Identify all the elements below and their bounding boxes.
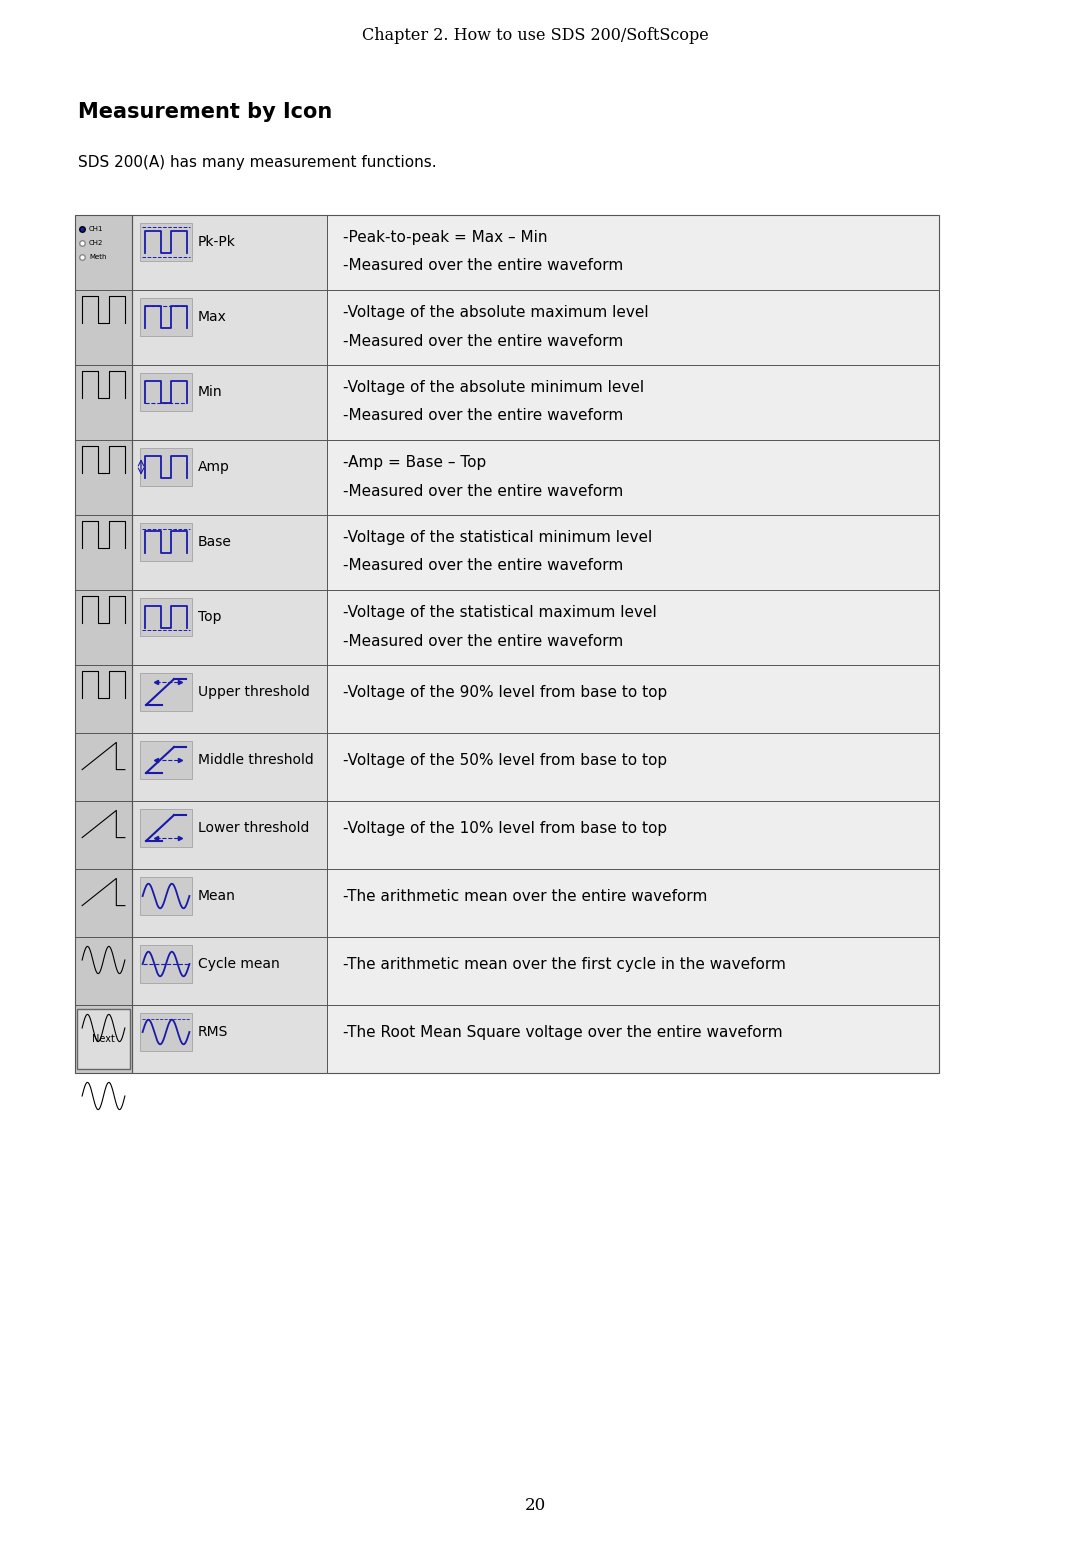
Text: Cycle mean: Cycle mean	[198, 957, 280, 971]
Text: Min: Min	[198, 385, 223, 399]
Text: Pk-Pk: Pk-Pk	[198, 235, 236, 249]
Bar	[132, 365, 327, 440]
Bar	[132, 1005, 327, 1072]
Bar	[140, 298, 192, 336]
Text: Upper threshold: Upper threshold	[198, 685, 310, 699]
Bar	[140, 876, 192, 915]
Bar	[132, 440, 327, 514]
Text: Next: Next	[92, 1033, 115, 1044]
Text: Top: Top	[198, 611, 222, 625]
Bar	[132, 733, 327, 800]
Text: RMS: RMS	[198, 1026, 228, 1040]
Bar	[327, 291, 939, 365]
Text: -Voltage of the statistical maximum level: -Voltage of the statistical maximum leve…	[343, 605, 657, 620]
Text: -Measured over the entire waveform: -Measured over the entire waveform	[343, 409, 623, 424]
Text: -Voltage of the absolute minimum level: -Voltage of the absolute minimum level	[343, 381, 644, 395]
Bar	[132, 514, 327, 591]
Text: Amp: Amp	[198, 460, 230, 474]
Text: CH2: CH2	[89, 239, 104, 246]
Text: -Measured over the entire waveform: -Measured over the entire waveform	[343, 483, 623, 499]
Text: SDS 200(A) has many measurement functions.: SDS 200(A) has many measurement function…	[78, 155, 437, 171]
Bar	[132, 591, 327, 665]
Text: -Measured over the entire waveform: -Measured over the entire waveform	[343, 334, 623, 348]
Bar	[327, 800, 939, 869]
Bar	[132, 214, 327, 291]
Text: Base: Base	[198, 535, 232, 549]
Bar	[327, 514, 939, 591]
Text: -Voltage of the 10% level from base to top: -Voltage of the 10% level from base to t…	[343, 821, 667, 836]
Text: CH1: CH1	[89, 225, 104, 232]
Bar	[140, 673, 192, 712]
Text: Middle threshold: Middle threshold	[198, 754, 314, 768]
Bar	[75, 214, 132, 1072]
Text: -Voltage of the 90% level from base to top: -Voltage of the 90% level from base to t…	[343, 685, 667, 699]
Text: Measurement by Icon: Measurement by Icon	[78, 103, 332, 123]
Bar	[132, 937, 327, 1005]
Bar	[140, 741, 192, 779]
Bar	[140, 598, 192, 636]
Text: -Peak-to-peak = Max – Min: -Peak-to-peak = Max – Min	[343, 230, 547, 246]
Text: -Measured over the entire waveform: -Measured over the entire waveform	[343, 258, 623, 274]
Bar	[140, 373, 192, 410]
Text: -Voltage of the 50% level from base to top: -Voltage of the 50% level from base to t…	[343, 752, 667, 768]
Text: Meth: Meth	[89, 253, 106, 260]
Bar	[132, 214, 939, 1072]
Bar	[140, 524, 192, 561]
Text: -Amp = Base – Top: -Amp = Base – Top	[343, 455, 486, 469]
Bar	[327, 365, 939, 440]
Bar	[327, 869, 939, 937]
Bar	[132, 800, 327, 869]
Bar	[75, 214, 132, 1072]
Text: 20: 20	[525, 1497, 545, 1514]
Bar	[132, 665, 327, 733]
Bar	[327, 440, 939, 514]
Bar	[132, 869, 327, 937]
Text: -Voltage of the absolute maximum level: -Voltage of the absolute maximum level	[343, 305, 649, 320]
Bar	[140, 1013, 192, 1051]
Text: -Measured over the entire waveform: -Measured over the entire waveform	[343, 558, 623, 573]
Bar	[132, 291, 327, 365]
Bar	[327, 1005, 939, 1072]
Text: -The Root Mean Square voltage over the entire waveform: -The Root Mean Square voltage over the e…	[343, 1024, 783, 1040]
Bar	[140, 945, 192, 984]
Text: -The arithmetic mean over the first cycle in the waveform: -The arithmetic mean over the first cycl…	[343, 957, 786, 971]
Bar	[140, 224, 192, 261]
Text: -The arithmetic mean over the entire waveform: -The arithmetic mean over the entire wav…	[343, 889, 707, 904]
Text: Mean: Mean	[198, 889, 236, 903]
Text: Lower threshold: Lower threshold	[198, 821, 310, 834]
Bar	[327, 937, 939, 1005]
Text: -Voltage of the statistical minimum level: -Voltage of the statistical minimum leve…	[343, 530, 652, 545]
Bar	[77, 1009, 130, 1069]
Bar	[327, 214, 939, 291]
Bar	[140, 810, 192, 847]
Bar	[327, 665, 939, 733]
Text: Max: Max	[198, 309, 227, 323]
Bar	[327, 591, 939, 665]
Bar	[327, 733, 939, 800]
Text: -Measured over the entire waveform: -Measured over the entire waveform	[343, 634, 623, 648]
Bar	[140, 448, 192, 486]
Text: Chapter 2. How to use SDS 200/SoftScope: Chapter 2. How to use SDS 200/SoftScope	[362, 28, 708, 45]
